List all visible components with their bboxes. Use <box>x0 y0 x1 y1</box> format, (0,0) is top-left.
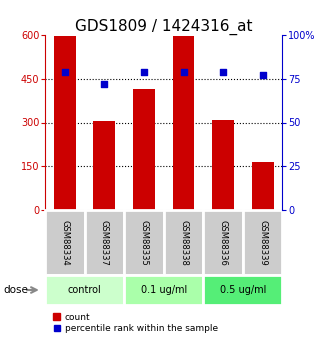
Point <box>260 72 265 78</box>
Bar <box>203 275 282 305</box>
Bar <box>54 37 76 210</box>
Text: 0.5 ug/ml: 0.5 ug/ml <box>220 285 266 295</box>
Text: GSM88337: GSM88337 <box>100 219 109 265</box>
Bar <box>124 275 203 305</box>
Bar <box>45 275 124 305</box>
Text: 0.1 ug/ml: 0.1 ug/ml <box>141 285 187 295</box>
Bar <box>93 121 115 210</box>
Bar <box>45 210 84 275</box>
Title: GDS1809 / 1424316_at: GDS1809 / 1424316_at <box>75 19 252 35</box>
Point <box>181 69 186 75</box>
Legend: count, percentile rank within the sample: count, percentile rank within the sample <box>49 309 221 337</box>
Bar <box>173 36 195 210</box>
Bar <box>164 210 203 275</box>
Text: GSM88335: GSM88335 <box>139 220 148 265</box>
Text: dose: dose <box>3 285 28 295</box>
Text: GSM88336: GSM88336 <box>219 219 228 265</box>
Bar <box>243 210 282 275</box>
Point <box>62 69 67 75</box>
Bar <box>212 120 234 210</box>
Text: control: control <box>68 285 101 295</box>
Point <box>221 69 226 75</box>
Bar <box>203 210 243 275</box>
Point <box>102 81 107 87</box>
Bar <box>252 162 273 210</box>
Point <box>141 69 146 75</box>
Bar <box>124 210 164 275</box>
Text: GSM88339: GSM88339 <box>258 220 267 265</box>
Text: GSM88334: GSM88334 <box>60 220 69 265</box>
Bar <box>84 210 124 275</box>
Bar <box>133 89 155 210</box>
Text: GSM88338: GSM88338 <box>179 219 188 265</box>
